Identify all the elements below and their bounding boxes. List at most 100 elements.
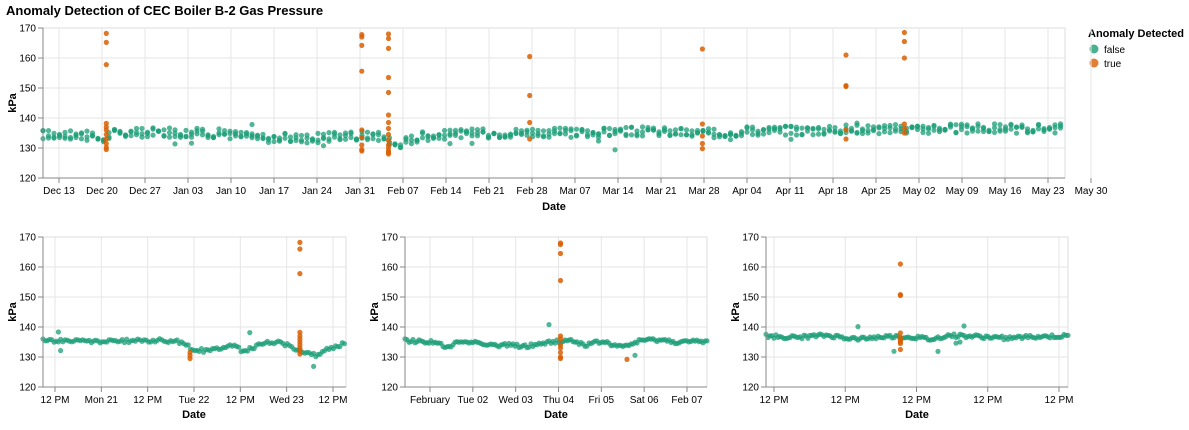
y-tick-label: 140 [381,323,398,334]
anomaly-point [359,148,365,154]
normal-point [573,132,580,138]
normal-point [474,130,481,136]
normal-point [293,135,299,141]
normal-point [128,128,134,134]
anomaly-point [557,345,564,351]
normal-point [78,131,85,137]
normal-point [892,122,899,128]
normal-point [859,130,866,137]
normal-point [172,130,178,136]
normal-point [78,136,85,142]
detail-2-y-axis-title: kPa [369,301,381,321]
normal-point [441,132,448,138]
normal-point [320,143,327,149]
normal-point [216,132,222,138]
x-tick-label: Dec 20 [86,186,118,197]
normal-point [733,133,739,139]
normal-point [311,363,317,369]
detail-3-x-axis-title: Date [905,409,929,421]
y-tick-label: 130 [19,353,36,364]
normal-point [606,132,613,138]
normal-point [891,348,897,354]
y-tick-label: 130 [381,353,398,364]
normal-point [408,141,415,147]
detail-2-y-axis: 120 130 140 150 160 170 [381,233,406,394]
anomaly-point [624,356,630,362]
normal-point [639,133,646,139]
normal-point [876,125,882,131]
normal-point [1024,130,1031,136]
normal-point [1046,126,1053,132]
anomaly-point [359,127,365,133]
overview-grid [43,27,1092,179]
normal-point [348,130,354,137]
normal-point [964,130,970,136]
anomaly-point [385,119,392,126]
detail-panel-2: 120 130 140 150 160 170 February Tue 02 Wed 03 T… [369,233,710,421]
normal-point [667,128,673,134]
normal-point [632,352,638,358]
x-tick-label: Mar 14 [602,186,634,197]
normal-point [617,128,624,134]
x-tick-label: 12 PM [226,395,255,406]
normal-point [782,132,789,138]
normal-point [133,125,140,132]
anomaly-point [103,140,109,147]
normal-point [282,135,288,141]
normal-point [931,127,937,133]
normal-point [236,344,242,350]
normal-point [705,126,712,132]
normal-point [997,122,1003,128]
normal-point [309,137,316,143]
normal-point [892,126,899,132]
normal-point [1008,126,1014,132]
normal-point [260,135,266,142]
anomaly-point [897,292,904,299]
normal-point [166,125,173,131]
x-tick-label: Feb 07 [671,395,703,406]
y-tick-label: 120 [742,383,759,394]
normal-point [749,124,756,130]
anomaly-point [103,39,109,46]
normal-point [89,130,96,136]
anomaly-point [843,83,849,90]
normal-point [804,128,811,134]
normal-point [782,123,789,129]
normal-point [185,342,191,348]
x-tick-label: May 09 [946,186,979,197]
normal-point [221,128,228,134]
normal-point [925,130,932,136]
normal-point [606,126,613,132]
y-tick-label: 120 [19,383,36,394]
normal-point [441,127,448,134]
detail-2-normal-points [402,322,710,358]
normal-point [837,128,844,134]
normal-point [458,135,464,141]
legend: Anomaly Detected false true [1088,28,1184,70]
normal-point [441,136,448,142]
normal-point [353,137,360,143]
normal-point [45,133,52,139]
normal-point [177,133,184,139]
y-tick-label: 170 [742,233,759,244]
anomaly-point [297,351,303,357]
normal-point [755,132,761,138]
anomaly-point [103,127,109,133]
detail-2-anomaly-points [557,240,630,362]
anomaly-point [103,131,109,138]
normal-point [969,126,976,132]
x-tick-label: Dec 13 [43,186,75,197]
detail-2-grid [405,236,707,388]
x-tick-label: Feb 21 [473,186,505,197]
normal-point [166,134,173,140]
normal-point [139,125,145,132]
x-tick-label: 12 PM [760,395,789,406]
anomaly-point [359,142,365,148]
normal-point [1002,128,1009,134]
normal-point [265,135,272,141]
y-tick-label: 170 [19,24,36,35]
normal-point [601,129,607,135]
normal-point [711,126,717,132]
normal-point [1065,332,1071,338]
x-tick-label: Apr 04 [732,186,762,197]
